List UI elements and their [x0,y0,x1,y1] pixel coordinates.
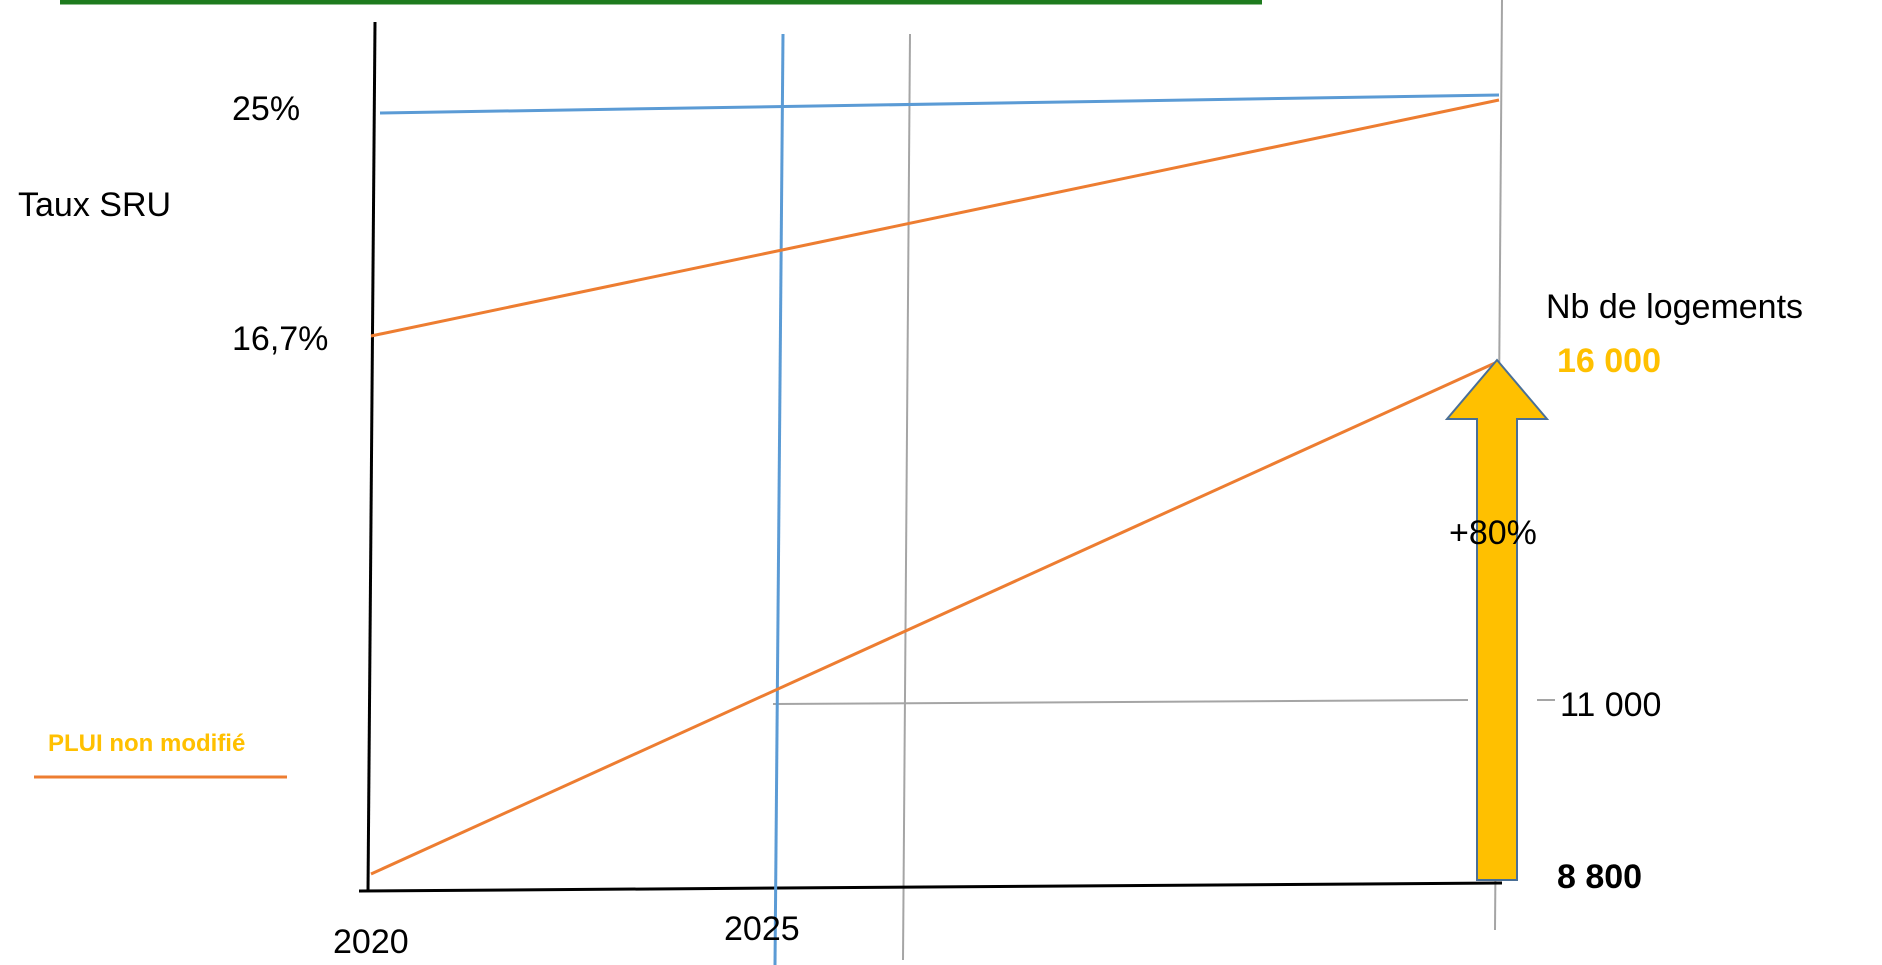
orange-line-sru-rate [370,98,1500,338]
y-tick-25pct: 25% [232,90,301,128]
right-axis-title: Nb de logements [1546,288,1804,326]
orange-line-housing [370,361,1496,876]
x-axis [358,881,1503,893]
legend-plui-non-modifie: PLUI non modifié [48,730,246,757]
y-axis-title-taux-sru: Taux SRU [18,186,172,224]
increase-percent-label: +80% [1449,514,1537,552]
blue-vertical-line-2025 [773,33,785,965]
value-16000: 16 000 [1557,342,1661,380]
gray-horizontal-line [772,699,1469,705]
x-tick-2025: 2025 [724,910,800,948]
y-tick-16-7pct: 16,7% [232,320,329,358]
gray-vertical-line-1 [902,33,911,961]
y-axis-left [366,21,377,892]
value-8800: 8 800 [1557,858,1643,896]
blue-horizontal-line-25pct [379,93,1500,115]
x-tick-2020: 2020 [333,923,409,961]
increase-arrow [1444,358,1550,881]
value-11000: 11 000 [1560,686,1662,724]
